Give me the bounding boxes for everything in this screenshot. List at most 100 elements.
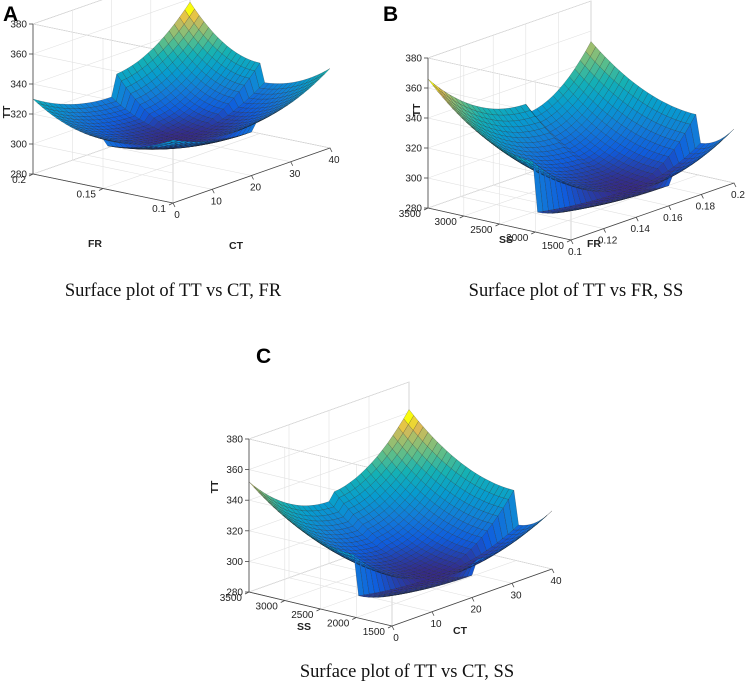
surface-cell [714,136,725,146]
y-tick-mark [495,223,500,227]
y-tick-label: 1500 [542,241,565,252]
surface-cell [319,68,331,77]
x-tick-label: 0.14 [630,224,650,235]
y-tick-label: 3000 [435,217,458,228]
x-tick-label: 0.12 [598,236,618,247]
z-tick-label: 320 [226,526,243,537]
x-axis-line [570,182,735,241]
panel-b: B 0.1 0.12 0.14 0.16 0.18 0.2 1500 2000 2500 3000… [383,0,746,301]
panel-a-y-axis-label: FR [88,238,102,250]
panel-a-z-axis-label: TT [1,105,13,118]
x-tick-mark [172,202,176,208]
y-tick-mark [566,239,572,243]
panel-c-x-axis-label: CT [453,625,468,637]
y-tick-label: 3500 [220,593,243,604]
z-tick-label: 300 [226,557,243,568]
y-tick-mark [387,625,393,629]
x-tick-mark [431,611,435,616]
panel-a: A 0102030400.10.150.2280300320340360380 … [1,0,340,301]
y-tick-label: 0.1 [152,204,166,215]
panel-a-caption: Surface plot of TT vs CT, FR [65,281,282,301]
y-tick-mark [352,617,357,620]
y-tick-label: 0.2 [12,175,26,186]
x-tick-mark [635,217,639,222]
x-tick-mark [603,228,606,233]
x-tick-mark [211,189,215,194]
z-tick-label: 380 [405,54,422,65]
surface-cell [254,486,265,496]
x-tick-mark [329,147,333,153]
panel-b-letter: B [383,3,398,26]
x-tick-label: 30 [289,169,301,180]
y-tick-label: 2000 [327,619,350,630]
x-tick-mark [511,583,515,588]
panel-b-y-axis-label: SS [499,234,513,246]
x-tick-label: 0 [393,633,399,644]
panel-b-caption: Surface plot of TT vs FR, SS [469,281,684,301]
panel-b-z-axis-label: TT [411,103,423,116]
panel-c-z-axis-label: TT [209,480,221,493]
y-tick-label: 0.15 [77,190,97,201]
x-tick-label: 0.1 [568,247,582,258]
surface-cell [541,510,553,521]
x-tick-mark [290,161,294,166]
panel-c-caption: Surface plot of TT vs CT, SS [300,662,514,682]
z-tick-label: 360 [405,84,422,95]
y-tick-label: 2500 [291,610,314,621]
panel-a-surface [32,1,331,150]
z-tick-label: 280 [405,204,422,215]
panel-a-x-axis-label: CT [229,240,244,252]
y-tick-mark [316,608,321,612]
panel-c-y-axis-label: SS [297,621,311,633]
y-tick-label: 3000 [256,602,279,613]
x-tick-mark [701,194,704,199]
x-tick-mark [570,239,574,245]
z-tick-label: 340 [226,496,243,507]
x-tick-mark [733,182,737,188]
x-tick-mark [668,205,672,210]
x-tick-mark [551,568,555,574]
y-tick-mark [98,188,104,191]
z-tick-label: 380 [226,435,243,446]
x-tick-label: 40 [550,576,562,587]
x-tick-label: 0.18 [696,201,716,212]
x-tick-label: 40 [328,155,340,166]
z-tick-label: 380 [10,20,27,31]
panel-b-surface [427,41,735,214]
x-tick-label: 10 [211,196,223,207]
x-tick-label: 30 [510,590,522,601]
x-tick-label: 0.16 [663,213,683,224]
x-tick-label: 20 [250,183,262,194]
y-tick-label: 2500 [470,225,493,236]
z-tick-label: 360 [10,50,27,61]
y-tick-mark [280,600,285,603]
panel-b-x-axis-label: FR [587,238,601,250]
panel-c-letter: C [256,345,271,368]
z-tick-label: 280 [226,588,243,599]
y-tick-label: 3500 [399,209,422,220]
z-gridline [426,0,592,91]
x-tick-label: 20 [470,605,482,616]
x-tick-label: 10 [430,619,442,630]
z-tick-label: 320 [10,110,27,121]
z-tick-label: 300 [405,174,422,185]
panel-a-letter: A [3,3,18,26]
x-tick-mark [391,625,395,631]
z-tick-label: 360 [226,465,243,476]
z-tick-label: 340 [405,114,422,125]
z-tick-label: 280 [10,170,27,181]
y-tick-mark [531,231,536,235]
y-tick-label: 2000 [506,233,529,244]
x-tick-label: 0 [174,210,180,221]
z-tick-label: 340 [10,80,27,91]
panel-c-surface [248,409,553,598]
surface-cell [723,128,735,139]
panel-b-ticks: 0.1 0.12 0.14 0.16 0.18 0.2 1500 2000 2500 3000 35… [399,54,746,259]
x-tick-mark [251,175,254,180]
surface-cell [532,518,543,527]
y-tick-label: 1500 [363,627,386,638]
